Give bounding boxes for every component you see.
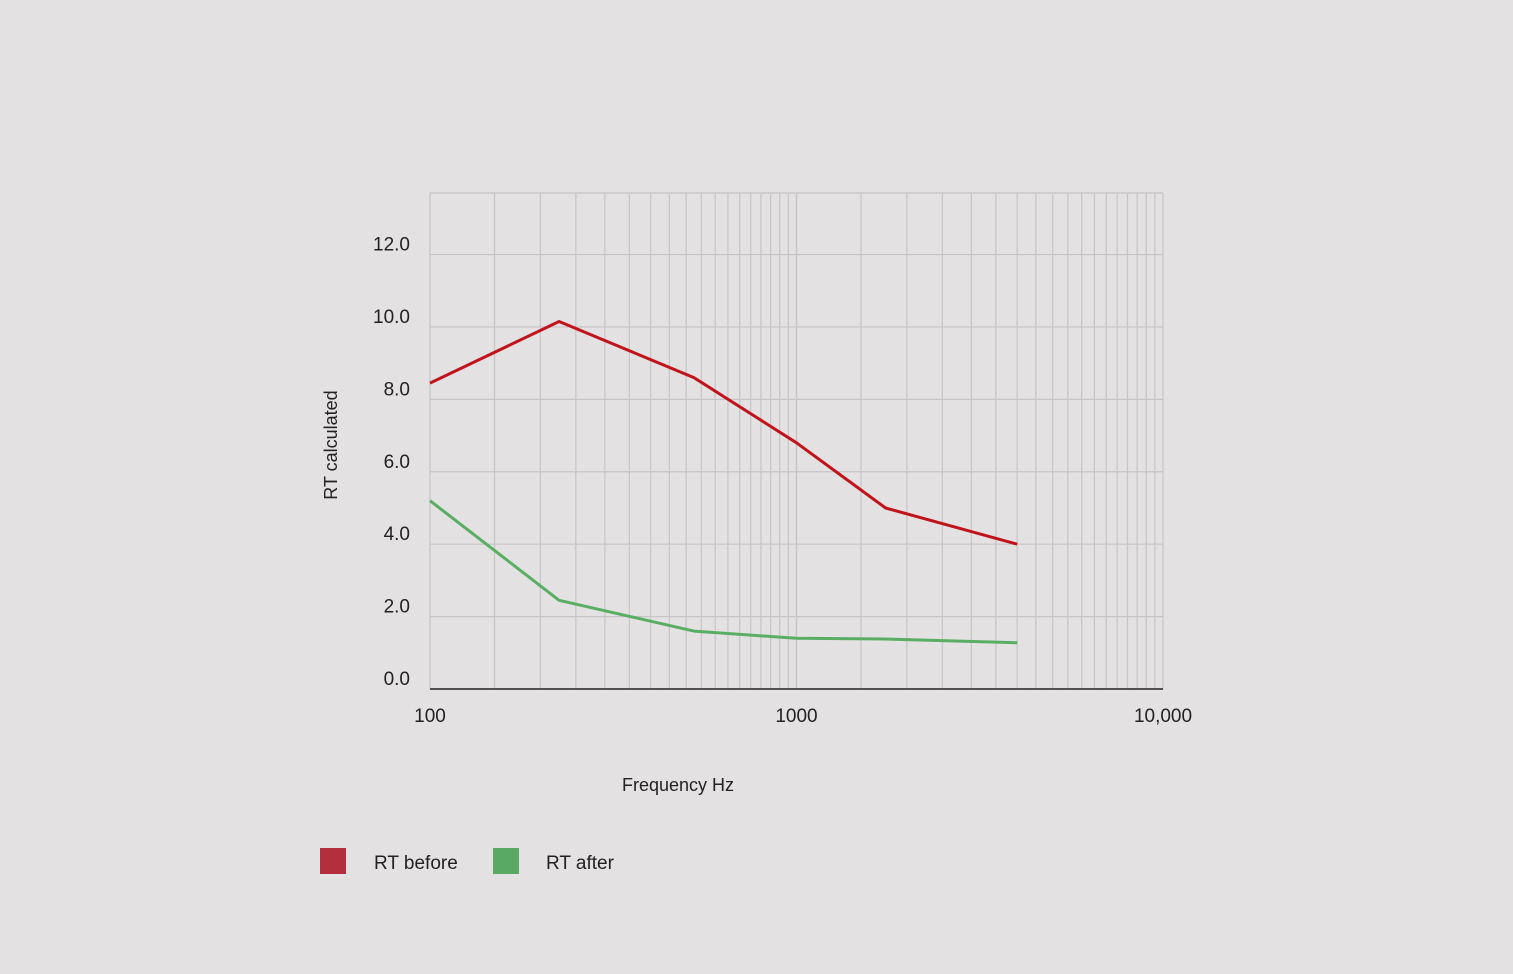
y-tick-label: 8.0 [384, 379, 410, 400]
x-tick-label: 10,000 [1134, 706, 1192, 727]
y-tick-label: 4.0 [384, 524, 410, 545]
legend-label: RT after [546, 853, 615, 874]
y-tick-label: 2.0 [384, 597, 410, 618]
series-line-rt-after [429, 499, 1018, 645]
y-tick-label: 6.0 [384, 452, 410, 473]
series-lines [429, 320, 1018, 645]
y-tick-label: 12.0 [373, 235, 410, 256]
legend: RT before RT after [320, 848, 615, 874]
x-tick-label: 1000 [775, 706, 817, 727]
series-line-rt-before [429, 320, 1018, 546]
y-tick-label: 10.0 [373, 307, 410, 328]
legend-swatch [320, 848, 346, 874]
x-tick-label: 100 [414, 706, 446, 727]
tick-labels: 0.0 2.0 4.0 6.0 8.0 10.0 12.0 100 1000 10,000 [373, 235, 1192, 727]
grid [429, 192, 1164, 689]
y-tick-label: 0.0 [384, 669, 410, 690]
legend-label: RT before [374, 853, 458, 874]
y-axis-label: RT calculated [321, 390, 341, 499]
legend-swatch [493, 848, 519, 874]
x-axis-label: Frequency Hz [622, 775, 734, 795]
